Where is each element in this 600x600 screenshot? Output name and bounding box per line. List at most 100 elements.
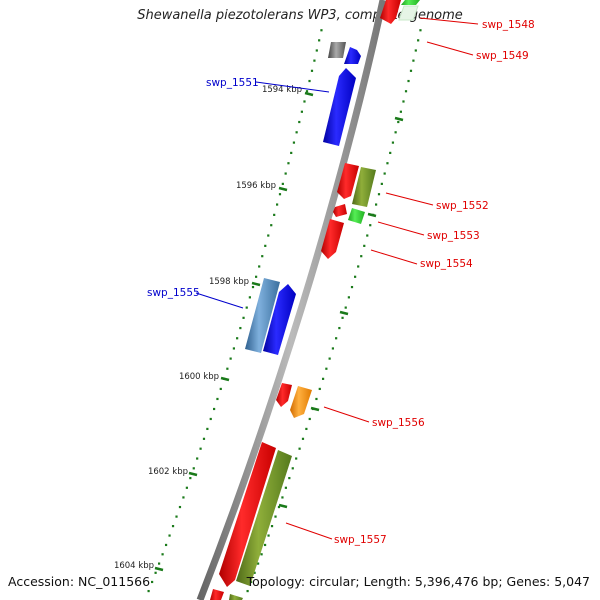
gene-label[interactable]: swp_1548 [482, 19, 535, 31]
track-dot [300, 110, 303, 113]
track-dot [391, 141, 395, 144]
track-dot [386, 162, 389, 165]
track-dot [298, 447, 301, 450]
gene-arrow[interactable] [401, 0, 420, 5]
track-dot [213, 407, 216, 411]
gene-arrow[interactable] [229, 594, 243, 600]
gene-label[interactable]: swp_1554 [420, 258, 473, 270]
track-dot [325, 367, 328, 370]
tick-label: 1602 kbp [148, 467, 188, 477]
gene-label[interactable]: swp_1551 [206, 77, 259, 89]
track-dot [389, 151, 392, 155]
track-dot [281, 182, 284, 185]
track-dot [192, 467, 195, 470]
track-dot [185, 486, 188, 489]
track-dot [196, 457, 199, 460]
tick-mark [220, 376, 230, 382]
tick-label: 1596 kbp [236, 181, 276, 191]
track-dot [308, 417, 311, 421]
gene-label[interactable]: swp_1557 [334, 534, 387, 546]
track-dot [157, 562, 161, 565]
track-dot [321, 377, 325, 380]
gene-arrow[interactable] [210, 589, 224, 600]
gene-label[interactable]: swp_1556 [372, 417, 425, 429]
track-dot [274, 515, 277, 518]
track-dot [199, 447, 202, 450]
track-dot [310, 69, 314, 72]
track-dot [290, 151, 293, 155]
track-dot [305, 90, 309, 93]
track-dot [270, 525, 274, 528]
track-dot [267, 534, 270, 537]
track-dot [161, 553, 164, 556]
track-dot [242, 316, 245, 319]
track-dot [277, 505, 281, 509]
gene-features [210, 0, 420, 600]
inner-dotted-track [147, 29, 323, 593]
track-dot [261, 255, 264, 258]
gene-swp-1557[interactable] [236, 450, 292, 586]
track-dot [301, 437, 305, 440]
track-dot [229, 357, 232, 360]
track-dot [258, 265, 261, 268]
track-dot [260, 553, 263, 556]
track-dot [414, 49, 417, 52]
gene-label[interactable]: swp_1549 [476, 50, 529, 62]
gene-arrow[interactable] [219, 442, 276, 587]
track-dot [248, 296, 251, 299]
track-dot [315, 49, 318, 52]
track-dot [288, 476, 291, 480]
tick-label: 1600 kbp [179, 372, 219, 382]
label-leaders [195, 17, 479, 540]
track-dot [369, 224, 372, 227]
track-dot [320, 29, 323, 32]
track-dot [292, 141, 296, 144]
tick-mark [278, 186, 288, 192]
track-dot [399, 110, 402, 113]
track-dot [291, 467, 294, 470]
gene-label[interactable]: swp_1553 [427, 230, 480, 242]
accession-label: Accession: NC_011566 [8, 574, 151, 589]
track-dot [341, 316, 344, 319]
gene-arrow[interactable] [333, 204, 347, 217]
track-dot [219, 387, 222, 391]
gene-arrow[interactable] [380, 0, 401, 24]
track-dot [295, 131, 298, 134]
track-dot [354, 275, 357, 278]
track-dot [295, 457, 298, 460]
gene-arrow[interactable] [328, 42, 346, 58]
gene-arrow[interactable] [337, 163, 359, 199]
track-dot [360, 255, 363, 258]
tick-mark [251, 281, 261, 287]
track-dot [150, 580, 154, 584]
track-dot [226, 367, 229, 370]
gene-swp-1551[interactable] [323, 68, 356, 146]
track-dot [357, 265, 360, 268]
track-dot [318, 39, 321, 42]
tick-mark [188, 471, 198, 477]
track-dot [264, 244, 267, 247]
track-dot [412, 59, 415, 62]
outer-dotted-track [246, 29, 422, 593]
track-dot [178, 505, 182, 509]
gene-arrow[interactable] [263, 284, 296, 355]
track-dot [171, 525, 175, 528]
gene-label[interactable]: swp_1555 [147, 287, 200, 299]
gene-swp-1552[interactable] [352, 167, 376, 207]
genome-summary: Topology: circular; Length: 5,396,476 bp… [246, 574, 590, 589]
gene-arrow[interactable] [398, 5, 419, 21]
track-dot [255, 275, 258, 278]
track-dot [239, 326, 242, 330]
gene-swp-1556[interactable] [290, 386, 312, 418]
gene-swp-1553[interactable] [348, 208, 365, 224]
gene-swp-1555[interactable] [245, 278, 280, 353]
gene-swp-1554[interactable] [321, 219, 344, 259]
track-dot [236, 337, 239, 340]
track-dot [335, 337, 338, 340]
track-dot [315, 397, 318, 401]
gene-arrow[interactable] [344, 47, 361, 64]
track-dot [209, 417, 212, 421]
gene-label[interactable]: swp_1552 [436, 200, 489, 212]
gene-arrow[interactable] [276, 383, 292, 407]
